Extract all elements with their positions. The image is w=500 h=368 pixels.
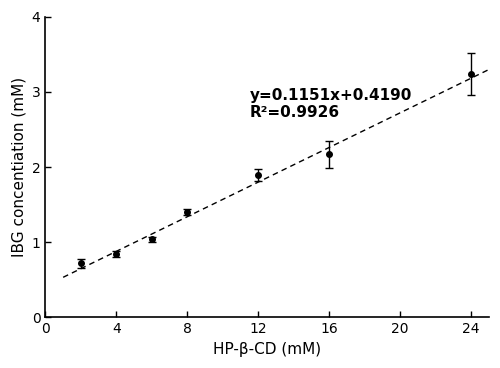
Y-axis label: IBG concentiation (mM): IBG concentiation (mM) [11, 77, 26, 257]
X-axis label: HP-β-CD (mM): HP-β-CD (mM) [213, 342, 321, 357]
Text: y=0.1151x+0.4190
R²=0.9926: y=0.1151x+0.4190 R²=0.9926 [250, 88, 412, 120]
